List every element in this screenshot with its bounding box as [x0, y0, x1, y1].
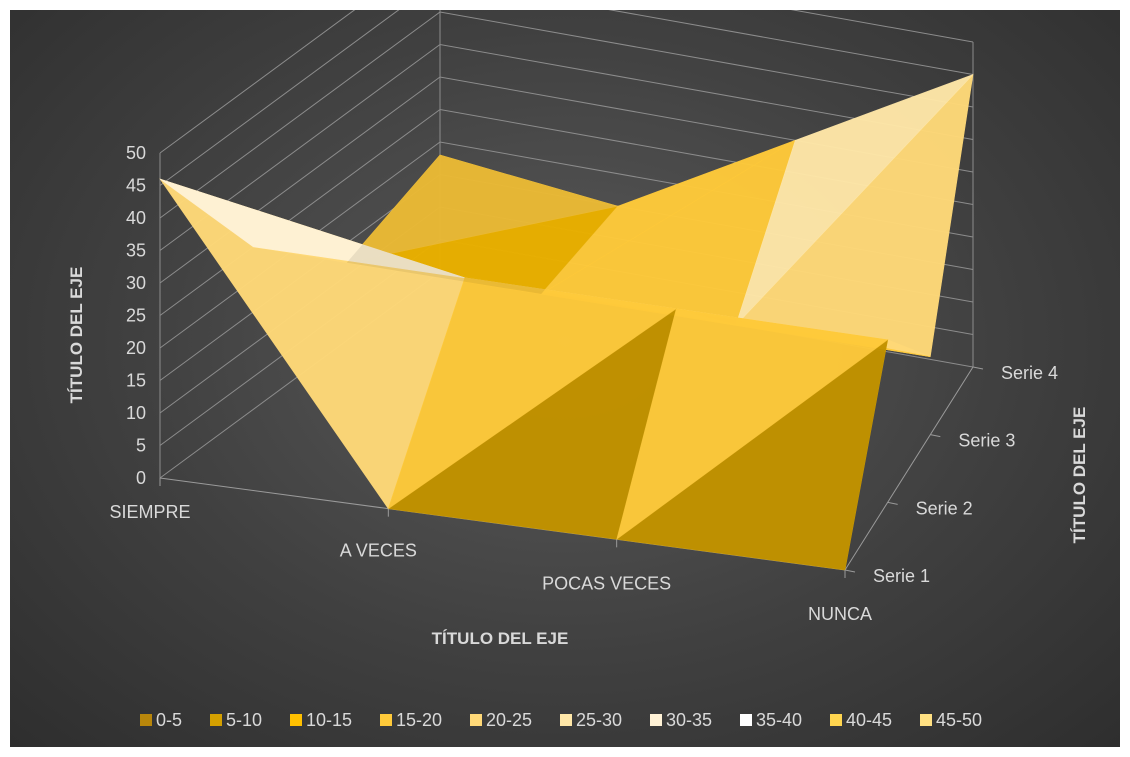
legend-label: 30-35 [666, 710, 712, 730]
legend-swatch [920, 714, 932, 726]
surface-facet [159, 178, 465, 279]
chart-area: 0 5 10 15 20 25 30 35 40 45 50 SIEMPRE A VECES POCAS … [10, 10, 1120, 747]
legend-label: 15-20 [396, 710, 442, 730]
legend-label: 45-50 [936, 710, 982, 730]
surface-shade [616, 339, 888, 570]
z-tick-label: 45 [126, 176, 146, 196]
z-tick-label: 35 [126, 241, 146, 261]
legend-label: 20-25 [486, 710, 532, 730]
legend-label: 10-15 [306, 710, 352, 730]
legend-swatch [210, 714, 222, 726]
surface-facet [735, 74, 974, 326]
z-tick-label: 0 [136, 468, 146, 488]
legend-label: 35-40 [756, 710, 802, 730]
legend-swatch [380, 714, 392, 726]
surface-facet [616, 308, 889, 541]
x-tick-label: SIEMPRE [109, 502, 190, 522]
y-tick-label: Serie 4 [1001, 363, 1058, 383]
gridline-50 [159, 10, 974, 154]
legend-swatch [830, 714, 842, 726]
surface-shade [346, 155, 618, 263]
surface-facet [540, 140, 796, 295]
legend-swatch [470, 714, 482, 726]
y-tick-label: Serie 3 [958, 431, 1015, 451]
z-tick-label: 30 [126, 273, 146, 293]
legend-swatch [740, 714, 752, 726]
y-axis-title: TÍTULO DEL EJE [1070, 407, 1089, 544]
surface-facet [387, 277, 677, 510]
y-tick-label: Serie 1 [873, 566, 930, 586]
x-tick-label: POCAS VECES [542, 573, 671, 593]
legend-label: 0-5 [156, 710, 182, 730]
legend-label: 5-10 [226, 710, 262, 730]
y-tick-mark [972, 366, 984, 370]
surface-facet [345, 154, 618, 264]
y-tick-label: Serie 2 [916, 498, 973, 518]
y-tick-mark [930, 434, 941, 438]
gridline-45 [159, 10, 974, 186]
z-axis-title: TÍTULO DEL EJE [67, 267, 86, 404]
legend-swatch [140, 714, 152, 726]
legend: 0-5 5-10 10-15 15-20 20-25 25-30 30-35 35-40 40-… [140, 710, 982, 730]
z-tick-label: 25 [126, 306, 146, 326]
x-tick-label: A VECES [340, 541, 417, 561]
z-tick-label: 20 [126, 338, 146, 358]
tick-labels: 0 5 10 15 20 25 30 35 40 45 50 SIEMPRE A VECES POCAS … [109, 143, 1058, 624]
z-tick-label: 15 [126, 371, 146, 391]
legend-swatch [560, 714, 572, 726]
x-tick-label: NUNCA [808, 604, 872, 624]
surface-shade [388, 308, 677, 540]
surface [159, 73, 974, 571]
surface-chart: 0 5 10 15 20 25 30 35 40 45 50 SIEMPRE A VECES POCAS … [67, 10, 1089, 730]
surface-shade [346, 206, 618, 294]
z-tick-label: 40 [126, 208, 146, 228]
y-tick-mark [887, 501, 898, 505]
z-tick-label: 5 [136, 436, 146, 456]
z-tick-label: 50 [126, 143, 146, 163]
legend-label: 40-45 [846, 710, 892, 730]
legend-swatch [290, 714, 302, 726]
z-tick-label: 10 [126, 403, 146, 423]
legend-swatch [650, 714, 662, 726]
legend-label: 25-30 [576, 710, 622, 730]
axis-titles: TÍTULO DEL EJE TÍTULO DEL EJE TÍTULO DEL… [67, 267, 1089, 648]
x-axis-title: TÍTULO DEL EJE [432, 629, 569, 648]
y-tick-mark [844, 569, 856, 573]
